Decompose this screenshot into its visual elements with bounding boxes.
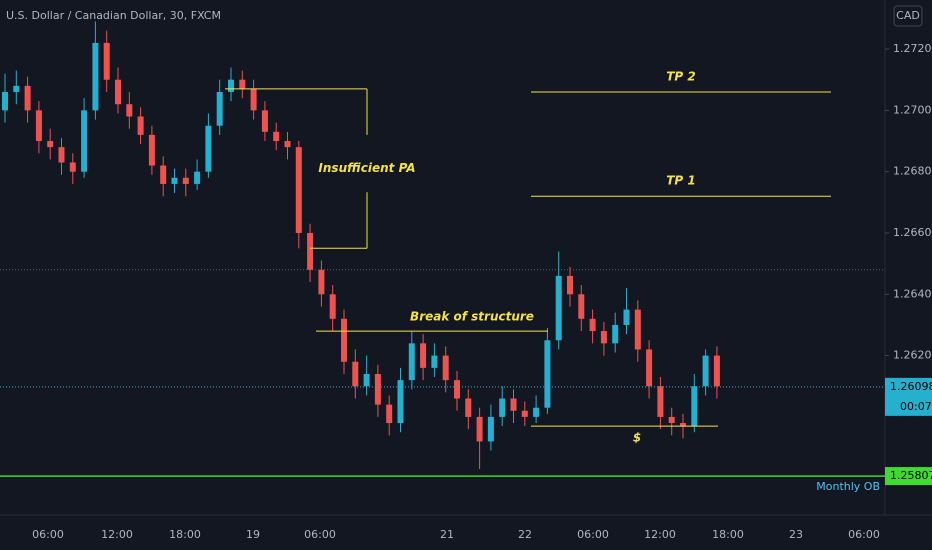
- candle-body: [137, 116, 144, 135]
- candle-body: [386, 404, 393, 424]
- candle-body: [487, 416, 494, 442]
- candle-body: [261, 110, 268, 132]
- candle-body: [713, 355, 720, 387]
- candle-body: [92, 42, 99, 111]
- candle-body: [544, 340, 551, 408]
- candle-body: [318, 269, 325, 295]
- countdown: 00:07: [900, 400, 932, 413]
- candle-body: [182, 177, 189, 184]
- candle-body: [115, 79, 121, 105]
- candle-body: [148, 134, 155, 166]
- y-tick-label: 1.26400: [893, 287, 932, 300]
- last-price-badge: [885, 377, 932, 416]
- candle-body: [341, 318, 347, 362]
- candle-body: [634, 309, 641, 350]
- candle-body: [273, 131, 280, 142]
- currency-label[interactable]: CAD: [896, 9, 920, 22]
- candle-body: [567, 275, 573, 295]
- y-tick-label: 1.26600: [893, 226, 932, 239]
- x-tick-label: 06:00: [577, 528, 609, 541]
- x-tick-label: 18:00: [169, 528, 201, 541]
- candle-body: [47, 141, 54, 148]
- candle-body: [521, 410, 528, 417]
- candle-body: [476, 416, 483, 442]
- candle-body: [13, 85, 20, 92]
- annotation-text: Insufficient PA: [318, 161, 415, 175]
- candle-body: [295, 147, 302, 233]
- candle-body: [442, 355, 449, 381]
- candle-body: [578, 294, 585, 319]
- candle-body: [103, 42, 110, 80]
- candle-body: [24, 85, 31, 111]
- annotation-text: TP 1: [666, 174, 696, 188]
- x-tick-label: 06:00: [32, 528, 64, 541]
- candle-body: [58, 147, 65, 163]
- candle-body: [69, 162, 76, 172]
- candle-body: [623, 309, 630, 325]
- x-tick-label: 23: [789, 528, 803, 541]
- x-tick-label: 12:00: [101, 528, 133, 541]
- candle-body: [228, 79, 234, 92]
- candle-body: [363, 373, 370, 387]
- x-tick-label: 22: [518, 528, 532, 541]
- last-price: 1.26098: [890, 380, 932, 393]
- candle-body: [2, 91, 8, 111]
- monthly-ob-price: 1.25807: [890, 469, 932, 482]
- candle-body: [160, 165, 167, 184]
- annotation-text: Break of structure: [410, 310, 534, 324]
- candle-body: [374, 373, 381, 405]
- annotation-text: $: [633, 431, 641, 445]
- candle-body: [250, 88, 257, 111]
- monthly-ob-label: Monthly OB: [816, 480, 880, 493]
- candle-body: [307, 232, 314, 270]
- candle-body: [239, 79, 246, 89]
- x-tick-label: 06:00: [848, 528, 880, 541]
- candle-body: [499, 398, 506, 417]
- candle-body: [702, 355, 709, 387]
- candle-body: [657, 386, 664, 417]
- candle-body: [408, 343, 415, 381]
- candle-body: [555, 275, 562, 341]
- candle-body: [126, 104, 133, 117]
- candle-body: [589, 318, 596, 332]
- candle-body: [352, 361, 359, 387]
- annotation-text: TP 2: [666, 69, 696, 83]
- candle-body: [194, 171, 201, 184]
- candle-body: [397, 380, 404, 424]
- candle-body: [465, 398, 472, 417]
- candle-body: [329, 294, 336, 319]
- candle-body: [216, 91, 223, 126]
- candle-body: [533, 407, 540, 417]
- candle-body: [646, 349, 653, 387]
- candle-body: [205, 125, 212, 172]
- candle-body: [454, 380, 460, 399]
- candle-body: [171, 177, 178, 184]
- x-tick-label: 06:00: [304, 528, 336, 541]
- currency-button[interactable]: [893, 5, 923, 27]
- monthly-ob-badge: [885, 467, 932, 486]
- x-tick-label: 19: [246, 528, 260, 541]
- y-tick-label: 1.26200: [893, 349, 932, 362]
- symbol-title: U.S. Dollar / Canadian Dollar, 30, FXCM: [6, 9, 221, 22]
- candle-body: [691, 386, 698, 427]
- x-tick-label: 12:00: [644, 528, 676, 541]
- candle-body: [81, 110, 88, 172]
- candle-body: [600, 331, 607, 344]
- x-tick-label: 21: [440, 528, 454, 541]
- x-tick-label: 18:00: [712, 528, 744, 541]
- candle-body: [612, 324, 619, 344]
- y-tick-label: 1.27000: [893, 103, 932, 116]
- candle-body: [420, 343, 427, 368]
- candle-body: [668, 416, 675, 424]
- candle-body: [680, 423, 686, 427]
- candle-body: [510, 398, 517, 411]
- candle-body: [35, 110, 42, 142]
- candle-body: [431, 355, 438, 368]
- y-tick-label: 1.26800: [893, 165, 932, 178]
- candle-body: [284, 141, 291, 148]
